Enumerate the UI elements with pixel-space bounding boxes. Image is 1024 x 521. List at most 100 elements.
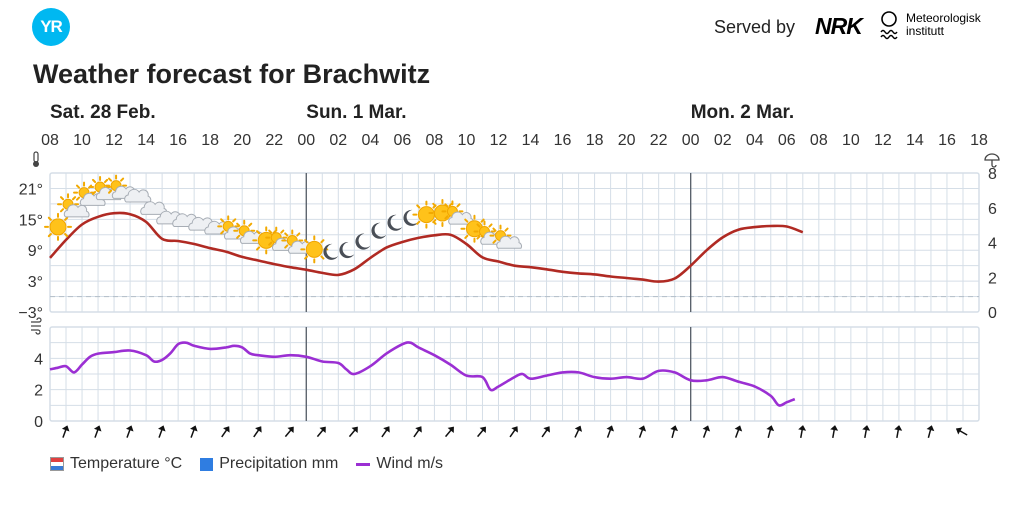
hour-tick-label: 16 [169,132,187,149]
cloud-icon [140,201,168,215]
wind-arrow-icon [284,426,294,438]
wind-arrow-icon [125,425,134,438]
hour-tick-label: 10 [458,132,476,149]
hour-tick-label: 18 [970,132,988,149]
temperature-y-tick: 3° [28,274,43,291]
umbrella-icon [984,153,1000,168]
precipitation-swatch-icon [200,457,214,471]
day-label-0: Sat. 28 Feb. [50,102,156,123]
wind-arrow-icon [830,425,839,439]
legend-temperature[interactable]: Temperature °C [50,455,182,473]
temperature-y-tick: 21° [19,181,43,198]
wind-arrow-icon [61,425,70,438]
wind-arrow-icon [541,426,550,438]
sun-icon [44,212,73,241]
hour-tick-label: 08 [41,132,59,149]
temperature-y-tick: 15° [19,212,43,229]
moon-icon [403,209,419,226]
wind-arrow-icon [926,425,935,438]
wind-arrow-icon [798,425,807,439]
wind-arrow-icon [221,426,230,438]
precipitation-y-tick: 2 [988,270,997,287]
moon-icon [355,233,371,250]
hour-tick-label: 18 [201,132,219,149]
hour-tick-label: 22 [650,132,668,149]
moon-icon [371,222,387,239]
legend-wind[interactable]: Wind m/s [356,455,443,473]
header: YR Served by NRK Meteorologisk institutt [0,0,1024,60]
moon-icon [323,243,339,260]
legend-precipitation-label: Precipitation mm [219,455,339,472]
wind-arrow-icon [702,425,711,438]
wind-arrow-icon [477,426,486,438]
wind-icon [31,317,42,335]
wind-arrow-icon [348,426,358,438]
wind-arrow-icon [253,426,262,438]
temperature-swatch-icon [50,457,64,471]
hour-tick-label: 16 [938,132,956,149]
precipitation-y-tick: 4 [988,236,997,253]
wind-arrow-icon [734,425,743,438]
met-logo-text[interactable]: Meteorologisk institutt [906,12,981,38]
wind-arrow-icon [862,425,871,439]
hour-tick-label: 00 [297,132,315,149]
hour-tick-label: 06 [393,132,411,149]
wind-arrow-icon [766,425,775,438]
day-label-2: Mon. 2 Mar. [691,102,794,123]
legend-precipitation[interactable]: Precipitation mm [200,455,338,473]
wind-arrow-icon [444,426,454,438]
temperature-series-line [49,211,804,283]
hour-tick-label: 10 [73,132,91,149]
hour-tick-label: 06 [778,132,796,149]
wind-arrow-icon [381,426,390,438]
wind-arrow-icon [894,425,903,439]
moon-icon [387,214,403,231]
served-by-label: Served by [714,17,796,37]
hour-tick-label: 20 [618,132,636,149]
wind-y-tick: 2 [34,383,43,400]
hour-tick-label: 10 [842,132,860,149]
hour-tick-label: 14 [522,132,540,149]
temperature-y-tick: −3° [18,305,43,322]
wind-arrow-icon [574,425,583,438]
partly-cloudy-icon [489,224,522,249]
day-label-1: Sun. 1 Mar. [306,102,406,123]
wind-arrow-icon [158,425,166,438]
yr-logo[interactable]: YR [32,8,70,46]
met-logo-line2: institutt [906,24,945,38]
forecast-chart: Sat. 28 Feb. Sun. 1 Mar. Mon. 2 Mar. 08 10 12… [18,102,1000,439]
wind-arrow-icon [413,426,422,438]
hour-tick-label: 16 [554,132,572,149]
page-title: Weather forecast for Brachwitz [33,59,431,89]
met-logo-icon [880,11,898,40]
hour-tick-label: 02 [329,132,347,149]
hour-tick-label: 14 [137,132,155,149]
wind-arrow-icon [670,425,679,438]
wind-series-line [49,341,796,407]
cloud-icon [124,188,152,203]
wind-arrow-icon [638,425,647,438]
legend-wind-label: Wind m/s [376,455,444,472]
moon-icon [339,242,355,259]
hour-tick-label: 12 [490,132,508,149]
hour-tick-label: 12 [105,132,123,149]
wind-arrow-icon [509,426,518,438]
thermometer-icon [33,151,39,167]
legend: Temperature °C Precipitation mm Wind m/s [50,455,443,473]
partly-cloudy-icon [441,200,474,225]
sun-icon [300,235,329,264]
partly-cloudy-icon [57,193,90,218]
wind-arrow-icon [955,427,968,436]
hour-tick-label: 14 [906,132,924,149]
wind-arrow-icon [190,425,198,438]
hour-tick-label: 04 [746,132,764,149]
hour-tick-label: 12 [874,132,892,149]
wind-arrow-icon [93,425,102,438]
wind-arrow-icon [316,426,326,438]
nrk-logo[interactable]: NRK [815,13,863,39]
hour-tick-label: 02 [714,132,732,149]
wind-swatch-icon [356,462,371,466]
hour-tick-label: 08 [810,132,828,149]
hour-tick-label: 22 [265,132,283,149]
precipitation-y-tick: 8 [988,166,997,183]
